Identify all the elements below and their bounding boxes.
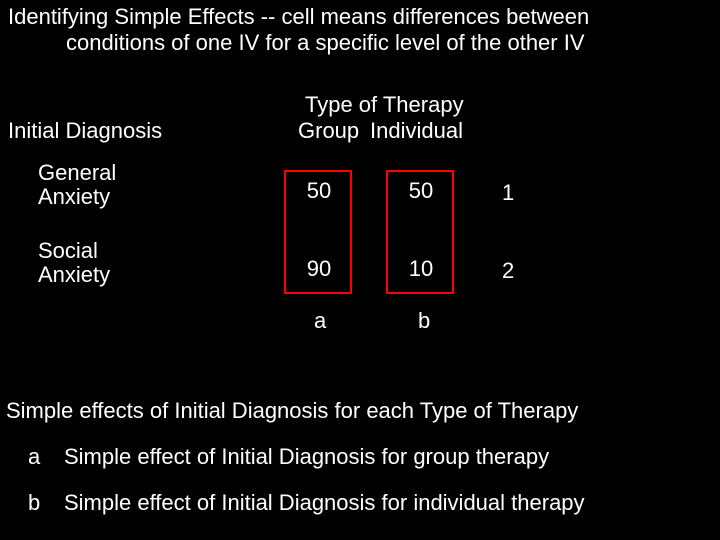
footer-heading: Simple effects of Initial Diagnosis for …	[6, 398, 578, 424]
cell-r1-c2: 50	[390, 173, 452, 211]
footer-item-b-text: Simple effect of Initial Diagnosis for i…	[64, 490, 585, 516]
column-header-group: Group	[298, 118, 359, 144]
row-2-label-line-2: Anxiety	[38, 262, 110, 288]
title-line-1: Identifying Simple Effects -- cell means…	[8, 4, 589, 30]
cell-r2-c2: 10	[390, 251, 452, 289]
footer-item-a-text: Simple effect of Initial Diagnosis for g…	[64, 444, 549, 470]
row-1-label-line-1: General	[38, 160, 116, 186]
column-header-title: Type of Therapy	[305, 92, 464, 118]
row-2-label-line-1: Social	[38, 238, 98, 264]
column-a-label: a	[314, 308, 326, 334]
row-header-title: Initial Diagnosis	[8, 118, 162, 144]
row-1-label-line-2: Anxiety	[38, 184, 110, 210]
cell-r2-c1: 90	[288, 251, 350, 289]
cell-r1-c1: 50	[288, 173, 350, 211]
row-1-number: 1	[502, 180, 514, 206]
footer-item-a-key: a	[28, 444, 40, 470]
footer-item-b-key: b	[28, 490, 40, 516]
row-2-number: 2	[502, 258, 514, 284]
column-b-label: b	[418, 308, 430, 334]
title-line-2: conditions of one IV for a specific leve…	[66, 30, 585, 56]
column-header-individual: Individual	[370, 118, 463, 144]
